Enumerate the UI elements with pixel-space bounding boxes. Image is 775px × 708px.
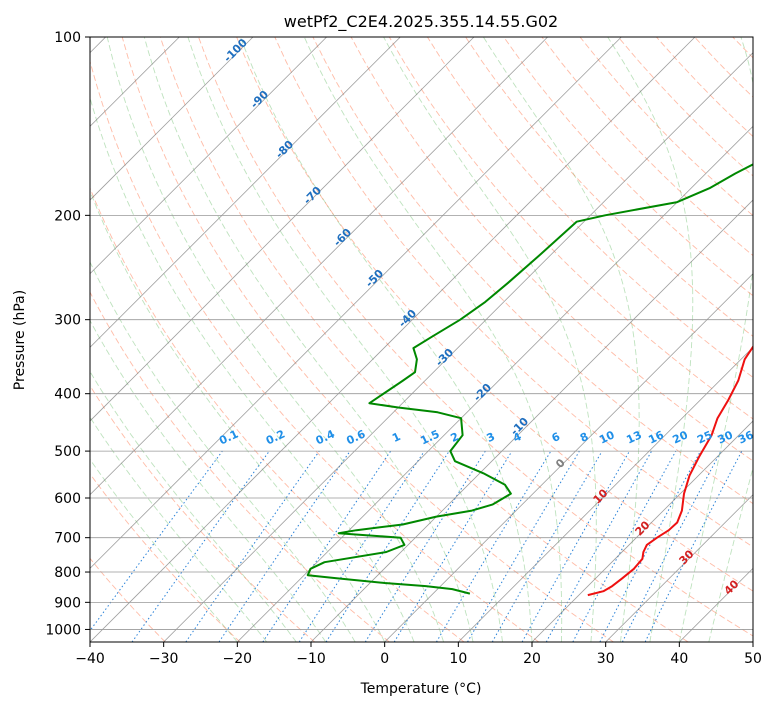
dry-adiabat-line bbox=[90, 384, 315, 642]
dry-adiabat-line bbox=[90, 59, 540, 642]
mixing-ratio-line bbox=[325, 450, 450, 642]
mixing-ratio-line bbox=[90, 450, 223, 632]
isotherm-line bbox=[458, 346, 753, 642]
dry-adiabat-line bbox=[90, 473, 241, 642]
mixing-ratio-line bbox=[185, 450, 320, 642]
y-axis-label: Pressure (hPa) bbox=[12, 290, 28, 390]
isotherm-line bbox=[90, 37, 401, 348]
isotherm-line bbox=[384, 273, 753, 642]
isotherm-line bbox=[90, 37, 254, 201]
y-tick-label: 500 bbox=[54, 444, 81, 460]
y-tick-label: 700 bbox=[54, 531, 81, 547]
dry-adiabat-line bbox=[121, 37, 614, 642]
x-tick-label: 30 bbox=[597, 651, 615, 667]
dry-adiabat-line bbox=[90, 557, 166, 642]
y-tick-label: 300 bbox=[54, 313, 81, 329]
x-tick-label: 10 bbox=[449, 651, 467, 667]
x-tick-label: −20 bbox=[223, 651, 253, 667]
y-tick-label: 100 bbox=[54, 30, 81, 46]
mixing-ratio-label: 20 bbox=[671, 428, 691, 446]
y-tick-label: 800 bbox=[54, 565, 81, 581]
skewed-isotherms bbox=[90, 37, 753, 642]
x-tick-label: 40 bbox=[670, 651, 688, 667]
dry-adiabat-line bbox=[312, 37, 753, 505]
isotherm-line bbox=[90, 37, 696, 642]
mixing-ratio-label: 30 bbox=[716, 428, 736, 446]
temperature-profile-line bbox=[587, 344, 753, 597]
moist-adiabat-line bbox=[187, 37, 503, 642]
mixing-ratio-line bbox=[545, 450, 653, 642]
moist-adiabat-line bbox=[678, 37, 753, 642]
isotherm-line bbox=[90, 37, 548, 496]
isotherm-line bbox=[310, 199, 753, 642]
moist-adiabat-line bbox=[143, 37, 474, 642]
mixing-ratio-line bbox=[521, 450, 630, 642]
mixing-ratio-label: 36 bbox=[736, 428, 756, 446]
isotherm-line bbox=[605, 494, 753, 642]
y-tick-label: 1000 bbox=[45, 622, 81, 638]
isotherm-line bbox=[90, 37, 327, 275]
x-tick-label: −40 bbox=[75, 651, 105, 667]
moist-adiabat-line bbox=[607, 37, 694, 642]
moist-adiabat-line bbox=[90, 416, 268, 642]
moist-adiabat-line bbox=[303, 37, 563, 642]
moist-adiabat-line bbox=[90, 260, 356, 642]
isotherm-line bbox=[90, 37, 475, 422]
moist-adiabat-line bbox=[483, 37, 640, 642]
mixing-ratio-label: 13 bbox=[624, 428, 643, 446]
mixing-ratio-label: 16 bbox=[646, 428, 666, 446]
isotherm-line bbox=[237, 125, 753, 642]
moist-adiabat-line bbox=[383, 37, 597, 642]
mixing-ratio-line bbox=[298, 450, 425, 642]
dry-adiabat-line bbox=[236, 37, 753, 592]
y-tick-label: 600 bbox=[54, 491, 81, 507]
x-axis-ticks: −40 −30 −20 −10 0 10 20 30 40 50 bbox=[75, 642, 762, 667]
isotherm-line bbox=[90, 37, 622, 569]
x-tick-label: −10 bbox=[296, 651, 326, 667]
dry-adiabat-line bbox=[159, 37, 689, 642]
y-tick-label: 400 bbox=[54, 387, 81, 403]
x-tick-label: −30 bbox=[149, 651, 179, 667]
mixing-ratio-line bbox=[131, 450, 270, 642]
dry-adiabat-line bbox=[465, 37, 753, 337]
dry-adiabat-line bbox=[90, 186, 465, 642]
mixing-ratio-line bbox=[572, 450, 677, 642]
dry-adiabat-line bbox=[350, 37, 753, 462]
plot-frame bbox=[89, 36, 754, 643]
isotherm-line bbox=[531, 420, 753, 642]
mixing-ratio-line bbox=[393, 450, 513, 642]
y-tick-label: 900 bbox=[54, 595, 81, 611]
dry-adiabat-line bbox=[90, 291, 390, 642]
moist-adiabat-line bbox=[90, 370, 297, 642]
x-axis-label: Temperature (°C) bbox=[360, 681, 482, 697]
x-tick-label: 20 bbox=[523, 651, 541, 667]
chart-title: wetPf2_C2E4.2025.355.14.55.G02 bbox=[284, 12, 558, 32]
profiles bbox=[306, 163, 753, 597]
plot-area: 0.1 0.2 0.4 0.6 1 1.5 2 3 4 6 8 10 13 16 20 25 30 36-100-… bbox=[90, 37, 756, 642]
isotherm-line bbox=[163, 52, 753, 642]
moist-adiabat-line bbox=[106, 37, 445, 642]
mixing-ratio-line bbox=[262, 450, 392, 642]
x-tick-label: 0 bbox=[380, 651, 389, 667]
dewpoint-profile-line bbox=[306, 163, 753, 595]
mixing-ratio-lines bbox=[90, 450, 743, 642]
dry-adiabat-line bbox=[274, 37, 753, 548]
mixing-ratio-label: 10 bbox=[597, 428, 617, 446]
y-tick-label: 200 bbox=[54, 208, 81, 224]
moist-adiabat-line bbox=[90, 190, 386, 642]
moist-adiabat-line bbox=[90, 458, 238, 642]
x-tick-label: 50 bbox=[744, 651, 762, 667]
mixing-ratio-label: 25 bbox=[695, 428, 714, 446]
mixing-ratio-line bbox=[218, 450, 351, 642]
y-axis-ticks: 100 200 300 400 500 600 700 800 900 1000 bbox=[45, 30, 90, 638]
dry-adiabat-line bbox=[388, 37, 753, 420]
dry-adiabat-line bbox=[503, 37, 753, 297]
mixing-ratio-line bbox=[644, 450, 743, 642]
pressure-gridlines bbox=[90, 37, 753, 630]
